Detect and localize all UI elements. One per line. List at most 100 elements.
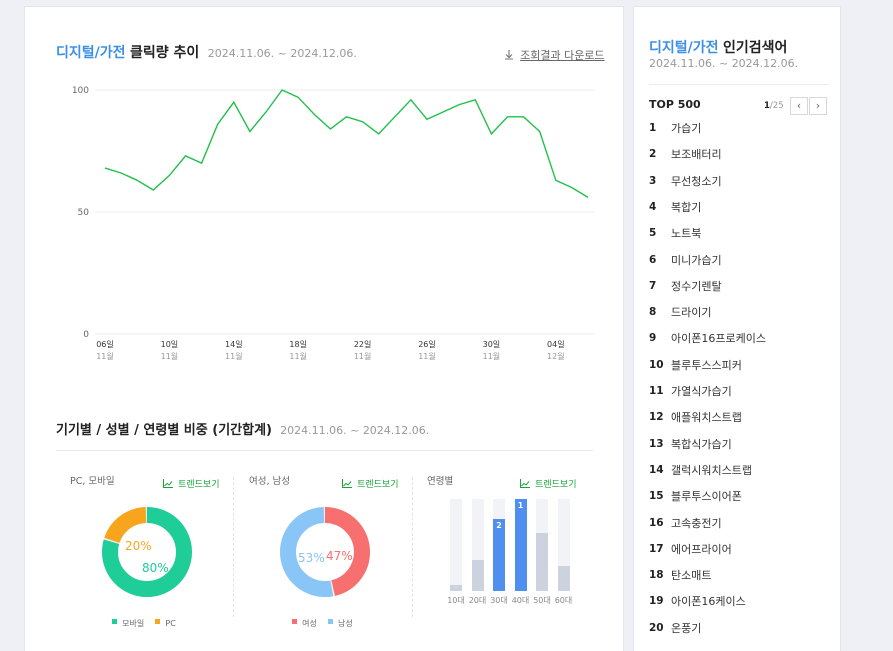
popular-divider <box>649 84 829 85</box>
age-bar-chart: 10대 20대 2 30대 1 40대 50대 60대 <box>445 499 605 619</box>
keyword-rank-item[interactable]: 7 정수기렌탈 <box>649 278 722 294</box>
rank-number: 2 <box>649 148 657 161</box>
device-legend: 모바일 PC <box>112 611 176 630</box>
rank-keyword: 복합식가습기 <box>671 437 732 451</box>
gender-heading: 여성, 남성 <box>249 476 290 487</box>
age-label: 40대 <box>511 596 530 605</box>
keyword-rank-item[interactable]: 10 블루투스스피커 <box>649 357 742 373</box>
download-button[interactable]: 조회결과 다운로드 <box>504 44 605 64</box>
rank-number: 8 <box>649 306 657 319</box>
x-tick-day-label: 10일 <box>161 340 179 349</box>
keyword-rank-item[interactable]: 15 블루투스이어폰 <box>649 488 742 504</box>
rank-number: 1 <box>649 122 657 134</box>
y-tick-label: 50 <box>78 208 90 218</box>
age-bar-track: 1 <box>514 499 527 591</box>
rank-number: 11 <box>649 385 664 397</box>
keyword-rank-item[interactable]: 17 에어프라이어 <box>649 541 732 557</box>
download-label: 조회결과 다운로드 <box>520 49 605 62</box>
trend-category: 디지털/가전 <box>56 45 126 61</box>
rank-number: 10 <box>649 358 664 371</box>
age-bar-track: 2 <box>493 499 505 591</box>
keyword-rank-item[interactable]: 8 드라이기 <box>649 304 711 320</box>
keyword-rank-item[interactable]: 18 탄소매트 <box>649 567 711 583</box>
age-bar <box>536 533 548 591</box>
trend-series-line <box>104 89 589 198</box>
rank-keyword: 드라이기 <box>671 306 712 320</box>
device-trend-button[interactable]: 트렌드보기 <box>163 472 220 492</box>
device-heading: PC, 모바일 <box>70 476 115 487</box>
popular-keywords-panel: 디지털/가전 인기검색어 2024.11.06. ~ 2024.12.06. T… <box>633 6 841 651</box>
popular-title: 디지털/가전 인기검색어 <box>649 37 787 57</box>
keyword-rank-item[interactable]: 1 가습기 <box>649 120 701 136</box>
main-panel: 디지털/가전 클릭량 추이 2024.11.06. ~ 2024.12.06. … <box>24 6 624 651</box>
rank-number: 20 <box>649 621 664 634</box>
x-tick-month-label: 11월 <box>225 351 243 361</box>
next-page-button[interactable]: › <box>809 97 827 115</box>
keyword-rank-item[interactable]: 14 갤럭시워치스트랩 <box>649 462 752 478</box>
keyword-rank-item[interactable]: 2 보조배터리 <box>649 146 722 162</box>
trend-chart-icon <box>520 473 530 492</box>
keyword-rank-item[interactable]: 4 복합기 <box>649 199 701 215</box>
rank-keyword: 블루투스스피커 <box>671 358 742 372</box>
page-current: 1 <box>764 101 770 111</box>
donut-slice <box>102 507 192 597</box>
rank-keyword: 탄소매트 <box>671 569 712 583</box>
x-tick-day-label: 22일 <box>354 340 372 349</box>
legend-male-label: 남성 <box>338 619 353 628</box>
trend-title: 디지털/가전 클릭량 추이 2024.11.06. ~ 2024.12.06. <box>56 42 357 62</box>
donut-slice <box>280 507 370 597</box>
x-tick-day-label: 06일 <box>96 340 114 349</box>
age-label: 50대 <box>533 596 551 605</box>
section-separator <box>233 477 234 617</box>
age-bar-track <box>471 499 484 591</box>
keyword-rank-item[interactable]: 11 가열식가습기 <box>649 383 732 399</box>
x-tick-month-label: 11월 <box>418 351 436 361</box>
rank-keyword: 블루투스이어폰 <box>671 490 742 504</box>
keyword-rank-item[interactable]: 3 무선청소기 <box>649 173 722 189</box>
chevron-left-icon: ‹ <box>796 99 802 112</box>
x-tick-day-label: 04일 <box>547 340 565 349</box>
ratio-date-range: 2024.11.06. ~ 2024.12.06. <box>280 424 430 437</box>
keyword-rank-item[interactable]: 19 아이폰16케이스 <box>649 593 746 609</box>
gender-female-percent: 47% <box>326 549 353 563</box>
gender-trend-button[interactable]: 트렌드보기 <box>342 472 399 492</box>
download-icon <box>504 45 514 64</box>
top500-label: TOP 500 <box>649 98 701 111</box>
donut-slice <box>280 507 370 597</box>
rank-number: 12 <box>649 411 664 424</box>
rank-keyword: 복합기 <box>671 200 702 214</box>
rank-number: 15 <box>649 490 664 503</box>
device-mobile-percent: 80% <box>142 561 169 575</box>
age-trend-button[interactable]: 트렌드보기 <box>520 472 577 492</box>
rank-number: 4 <box>649 200 657 213</box>
x-tick-month-label: 11월 <box>96 351 114 361</box>
keyword-rank-item[interactable]: 13 복합식가습기 <box>649 436 732 452</box>
x-tick-day-label: 30일 <box>483 340 501 349</box>
gender-trend-label: 트렌드보기 <box>357 480 399 490</box>
x-tick-day-label: 18일 <box>289 340 307 349</box>
keyword-rank-item[interactable]: 16 고속충전기 <box>649 515 722 531</box>
rank-number: 17 <box>649 542 664 555</box>
keyword-rank-item[interactable]: 20 온풍기 <box>649 620 701 636</box>
age-bar: 1 <box>514 499 527 591</box>
keyword-rank-item[interactable]: 5 노트북 <box>649 225 701 241</box>
keyword-rank-item[interactable]: 9 아이폰16프로케이스 <box>649 330 766 346</box>
keyword-rank-item[interactable]: 6 미니가습기 <box>649 252 722 268</box>
x-tick-month-label: 11월 <box>161 351 179 361</box>
rank-keyword: 보조배터리 <box>671 148 722 162</box>
legend-pc-label: PC <box>165 619 176 628</box>
keyword-rank-item[interactable]: 12 애플워치스트랩 <box>649 409 742 425</box>
x-tick-month-label: 11월 <box>483 351 501 361</box>
rank-keyword: 정수기렌탈 <box>671 279 722 293</box>
chevron-right-icon: › <box>815 99 821 112</box>
male-percent-text: 53% <box>298 551 325 565</box>
rank-keyword: 고속충전기 <box>671 516 722 530</box>
rank-number: 7 <box>649 279 657 292</box>
prev-page-button[interactable]: ‹ <box>790 97 808 115</box>
trend-chart-icon <box>163 473 173 492</box>
rank-number: 14 <box>649 463 664 476</box>
legend-mobile-swatch <box>112 619 117 624</box>
trend-chart-icon <box>342 473 352 492</box>
popular-date-range: 2024.11.06. ~ 2024.12.06. <box>649 57 799 70</box>
gender-legend: 여성 남성 <box>292 611 353 630</box>
